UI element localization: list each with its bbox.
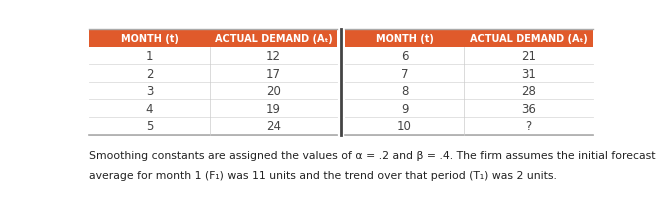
Text: 24: 24: [266, 120, 281, 133]
Text: 5: 5: [146, 120, 153, 133]
Text: 2: 2: [146, 67, 153, 80]
Text: ACTUAL DEMAND (Aₜ): ACTUAL DEMAND (Aₜ): [214, 34, 332, 44]
Text: ?: ?: [525, 120, 531, 133]
Text: 4: 4: [146, 102, 153, 115]
Text: ACTUAL DEMAND (Aₜ): ACTUAL DEMAND (Aₜ): [470, 34, 587, 44]
Text: 10: 10: [397, 120, 412, 133]
Text: 20: 20: [266, 85, 281, 98]
Text: 12: 12: [266, 50, 281, 63]
Text: 3: 3: [146, 85, 153, 98]
Text: 21: 21: [521, 50, 536, 63]
Text: 31: 31: [521, 67, 536, 80]
Text: 1: 1: [146, 50, 153, 63]
Text: 17: 17: [266, 67, 281, 80]
Text: MONTH (t): MONTH (t): [121, 34, 178, 44]
Text: MONTH (t): MONTH (t): [376, 34, 434, 44]
Text: 6: 6: [401, 50, 408, 63]
Text: 19: 19: [266, 102, 281, 115]
Text: 36: 36: [521, 102, 536, 115]
Text: 8: 8: [401, 85, 408, 98]
Text: 7: 7: [401, 67, 408, 80]
Text: 9: 9: [401, 102, 408, 115]
Text: Smoothing constants are assigned the values of α = .2 and β = .4. The firm assum: Smoothing constants are assigned the val…: [89, 150, 656, 160]
Text: average for month 1 (F₁) was 11 units and the trend over that period (T₁) was 2 : average for month 1 (F₁) was 11 units an…: [89, 170, 557, 180]
Text: 28: 28: [521, 85, 536, 98]
